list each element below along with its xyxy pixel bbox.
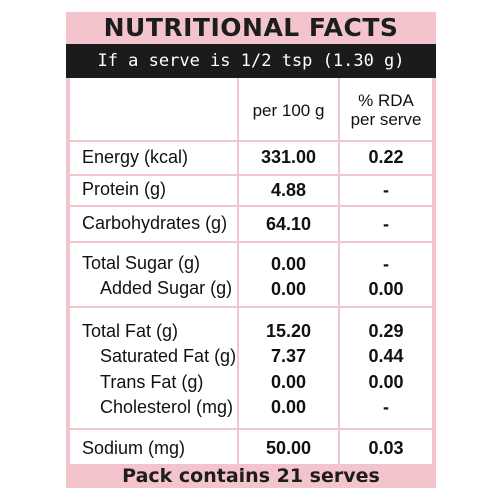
value-saturated-fat-per100: 7.37 <box>270 346 307 366</box>
value-trans-fat-per100: 0.00 <box>270 372 307 392</box>
value-total-fat-per100: 15.20 <box>265 321 312 341</box>
value-protein-per100: 4.88 <box>270 180 307 200</box>
value-added-sugar-rda: 0.00 <box>368 279 404 299</box>
row-divider <box>70 174 432 176</box>
value-total-fat-rda: 0.29 <box>368 321 404 341</box>
row-label-cholesterol: Cholesterol (mg) <box>100 397 234 417</box>
value-trans-fat-rda: 0.00 <box>368 372 404 392</box>
row-label-total-sugar: Total Sugar (g) <box>82 253 201 273</box>
row-label-trans-fat: Trans Fat (g) <box>100 372 204 392</box>
nutrition-label: NUTRITIONAL FACTS If a serve is 1/2 tsp … <box>66 12 436 488</box>
column-header-rda-line1: % RDA <box>358 91 414 110</box>
row-label-carbohydrates: Carbohydrates (g) <box>82 213 228 233</box>
value-sodium-rda: 0.03 <box>368 438 404 458</box>
row-label-total-fat: Total Fat (g) <box>82 321 179 341</box>
row-divider <box>70 241 432 243</box>
label-title: NUTRITIONAL FACTS <box>103 13 399 42</box>
value-energy-rda: 0.22 <box>368 147 404 167</box>
value-cholesterol-per100: 0.00 <box>270 397 307 417</box>
serving-size-bar: If a serve is 1/2 tsp (1.30 g) <box>66 44 436 78</box>
row-label-added-sugar: Added Sugar (g) <box>100 278 233 298</box>
value-total-sugar-per100: 0.00 <box>270 254 307 274</box>
row-label-protein: Protein (g) <box>82 179 167 199</box>
column-divider <box>237 78 239 464</box>
value-total-sugar-rda: - <box>383 254 389 274</box>
pack-serves-footer: Pack contains 21 serves <box>122 465 380 487</box>
value-added-sugar-per100: 0.00 <box>270 279 307 299</box>
row-label-energy: Energy (kcal) <box>82 147 189 167</box>
row-label-sodium: Sodium (mg) <box>82 438 186 458</box>
column-header-rda-line2: per serve <box>350 110 422 129</box>
row-divider <box>70 205 432 207</box>
row-divider <box>70 140 432 142</box>
row-divider <box>70 428 432 430</box>
value-sodium-per100: 50.00 <box>265 438 312 458</box>
row-divider <box>70 306 432 308</box>
nutrition-table: per 100 g % RDA per serve Energy (kcal) … <box>70 78 432 464</box>
value-carbohydrates-per100: 64.10 <box>265 214 312 234</box>
column-divider <box>338 78 340 464</box>
value-carbohydrates-rda: - <box>383 214 389 234</box>
value-cholesterol-rda: - <box>383 397 389 417</box>
value-protein-rda: - <box>383 180 389 200</box>
row-label-saturated-fat: Saturated Fat (g) <box>100 346 237 366</box>
column-header-per-100g: per 100 g <box>252 101 325 120</box>
value-energy-per100: 331.00 <box>260 147 317 167</box>
value-saturated-fat-rda: 0.44 <box>368 346 404 366</box>
